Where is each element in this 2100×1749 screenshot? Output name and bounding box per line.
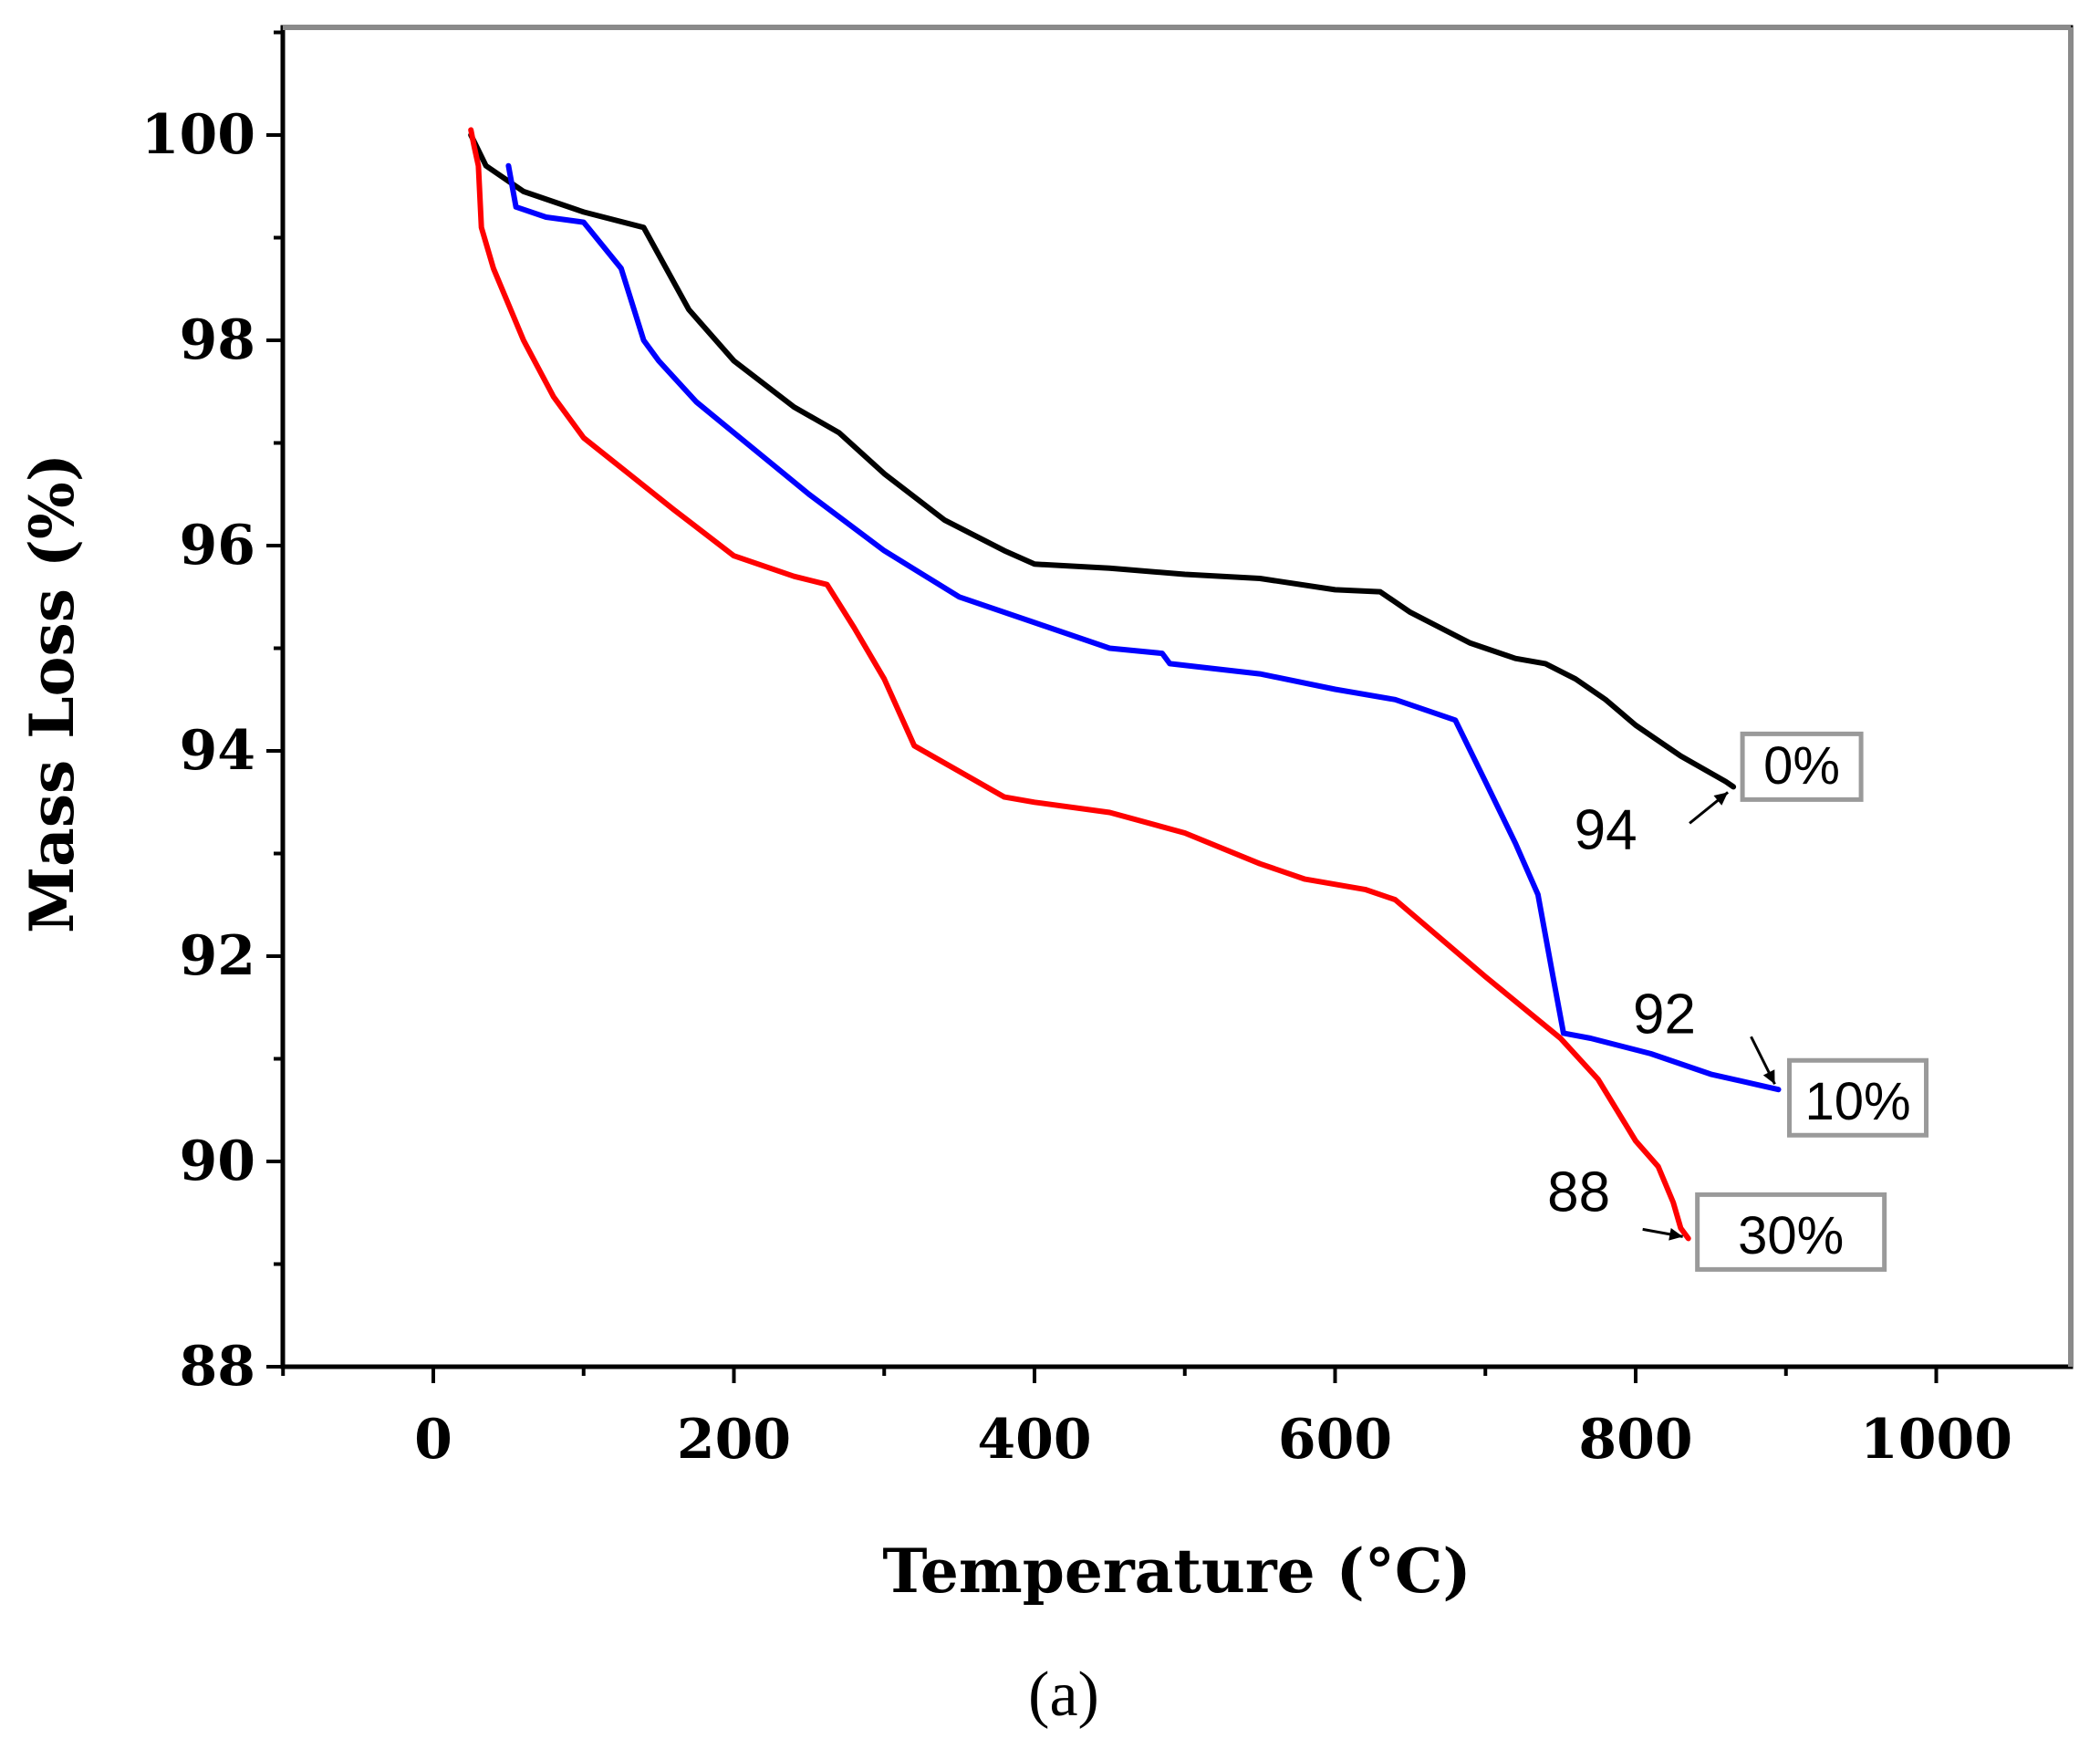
annotation-2: 92 [1633, 983, 1776, 1085]
panel-label: (a) [1028, 1660, 1099, 1730]
x-tick-label: 600 [1278, 1408, 1392, 1472]
annotation-text: 88 [1547, 1161, 1610, 1223]
y-axis-tick-labels: 88 90 92 94 96 98 100 [141, 103, 255, 1399]
series-line-3 [468, 127, 1691, 1242]
y-axis-ticks [266, 30, 283, 1369]
series-line-2 [505, 162, 1782, 1093]
y-tick-label: 92 [180, 924, 256, 988]
plot-frame [280, 25, 2074, 1369]
annotation-arrowhead [1669, 1228, 1683, 1241]
series-label-3: 30% [1695, 1192, 1887, 1272]
x-axis-tick-labels: 0 200 400 600 800 1000 [414, 1408, 2012, 1472]
x-axis-ticks [281, 1367, 1939, 1383]
series-label-text: 0% [1763, 736, 1840, 796]
annotation-1: 94 [1575, 791, 1730, 861]
x-tick-label: 200 [677, 1408, 791, 1472]
annotation-arrowhead [1762, 1069, 1775, 1085]
annotation-text: 94 [1575, 798, 1637, 861]
x-tick-label: 1000 [1860, 1408, 2012, 1472]
annotation-arrowhead [1713, 792, 1729, 806]
y-tick-label: 90 [180, 1130, 256, 1193]
x-tick-label: 800 [1578, 1408, 1692, 1472]
series-line-1 [468, 132, 1737, 790]
x-tick-label: 400 [977, 1408, 1091, 1472]
y-tick-label: 88 [180, 1335, 256, 1399]
series-label-layer: 0% 94 10% 92 30% 88 [1547, 731, 1929, 1272]
x-tick-label: 0 [414, 1408, 452, 1472]
series-label-text: 30% [1738, 1206, 1844, 1265]
series-label-box [1695, 1192, 1887, 1272]
y-tick-label: 100 [141, 103, 255, 167]
y-tick-label: 94 [180, 719, 256, 783]
annotation-3: 88 [1547, 1161, 1683, 1241]
series-label-box [1740, 731, 1864, 802]
y-axis-title: Mass Loss (%) [16, 453, 88, 933]
series-label-2: 10% [1787, 1057, 1929, 1138]
y-tick-label: 98 [180, 308, 256, 372]
y-tick-label: 96 [180, 514, 256, 578]
series-label-box [1787, 1057, 1929, 1138]
annotation-text: 92 [1633, 983, 1696, 1046]
series-layer [468, 127, 1782, 1242]
series-label-1: 0% [1740, 731, 1864, 802]
series-label-text: 10% [1804, 1072, 1910, 1131]
x-axis-title: Temperature (°C) [882, 1536, 1471, 1607]
